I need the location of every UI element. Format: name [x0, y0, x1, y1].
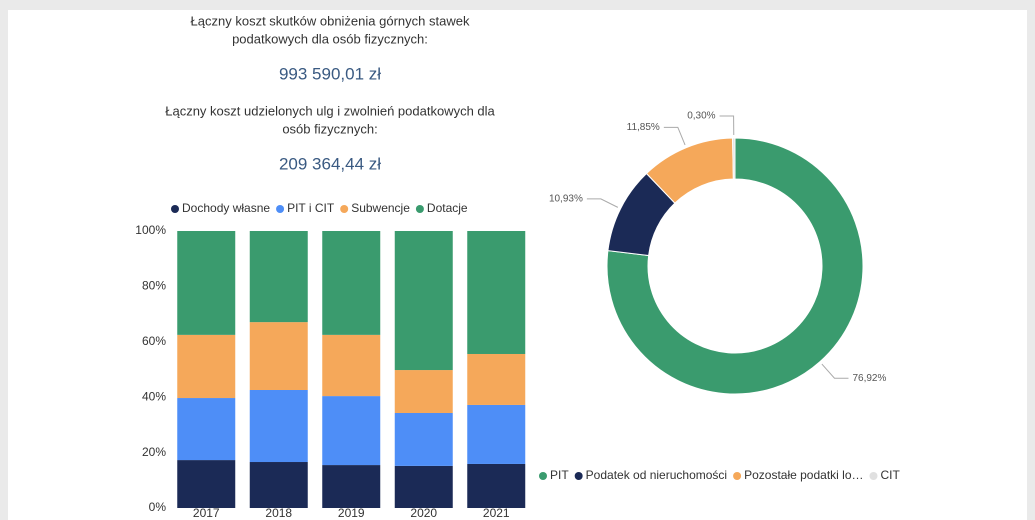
x-tick-label: 2021 [483, 506, 510, 520]
legend-label: Dochody własne [182, 201, 270, 215]
legend-label: Subwencje [351, 201, 410, 215]
bar-segment [249, 231, 308, 323]
bar-segment [177, 398, 236, 461]
bar-segment [249, 389, 308, 463]
legend-marker [574, 472, 583, 480]
kpi-label: Łączny koszt skutków obniżenia górnych s… [191, 13, 470, 28]
bar-segment [249, 462, 308, 508]
data-label: 11,85% [627, 122, 660, 133]
donut-segment [606, 137, 864, 395]
leader-line [821, 363, 849, 379]
bar-segment [322, 334, 381, 397]
y-tick-label: 20% [142, 445, 166, 459]
kpi-value: 993 590,01 zł [279, 64, 381, 83]
x-tick-label: 2018 [265, 506, 292, 520]
y-tick-label: 60% [142, 334, 166, 348]
data-label: 10,93% [549, 194, 583, 205]
x-tick-label: 2020 [410, 506, 437, 520]
x-tick-label: 2017 [193, 506, 220, 520]
bar-segment [394, 231, 453, 371]
bar-segment [177, 460, 236, 508]
legend-label: CIT [881, 468, 901, 482]
legend-marker [869, 472, 878, 480]
bar-segment [322, 231, 381, 335]
bar-segment [467, 231, 526, 354]
legend-label: PIT i CIT [287, 201, 335, 215]
bar-segment [394, 370, 453, 413]
x-tick-label: 2019 [338, 506, 365, 520]
legend-marker [733, 472, 742, 480]
legend-marker [171, 205, 179, 213]
donut-segment [732, 137, 736, 180]
bar-segment [249, 322, 308, 390]
kpi-label: podatkowych dla osób fizycznych: [232, 31, 428, 46]
legend-marker [340, 205, 349, 213]
legend-label: Dotacje [427, 201, 468, 215]
bar-segment [322, 396, 381, 466]
y-tick-label: 0% [149, 500, 167, 514]
kpi-label: osób fizycznych: [282, 121, 377, 136]
bar-segment [394, 465, 453, 508]
legend-marker [415, 205, 424, 213]
legend-marker [276, 205, 285, 213]
y-tick-label: 100% [135, 223, 166, 237]
bar-segment [467, 353, 526, 405]
y-tick-label: 80% [142, 279, 166, 293]
kpi-label: Łączny koszt udzielonych ulg i zwolnień … [165, 103, 495, 118]
data-label: 76,92% [852, 373, 886, 384]
bar-segment [467, 404, 526, 464]
legend-label: Podatek od nieruchomości [586, 468, 727, 482]
bar-segment [177, 334, 236, 399]
leader-line [663, 126, 686, 146]
bar-segment [322, 465, 381, 508]
legend-marker [539, 472, 547, 480]
leader-line [586, 198, 619, 208]
data-label: 0,30% [687, 111, 715, 122]
legend-label: PIT [550, 468, 569, 482]
bar-segment [467, 463, 526, 508]
legend-label: Pozostałe podatki lo… [744, 468, 863, 482]
kpi-value: 209 364,44 zł [279, 154, 381, 173]
bar-segment [177, 231, 236, 335]
leader-line [719, 115, 735, 136]
y-tick-label: 40% [142, 389, 166, 403]
bar-segment [394, 412, 453, 466]
